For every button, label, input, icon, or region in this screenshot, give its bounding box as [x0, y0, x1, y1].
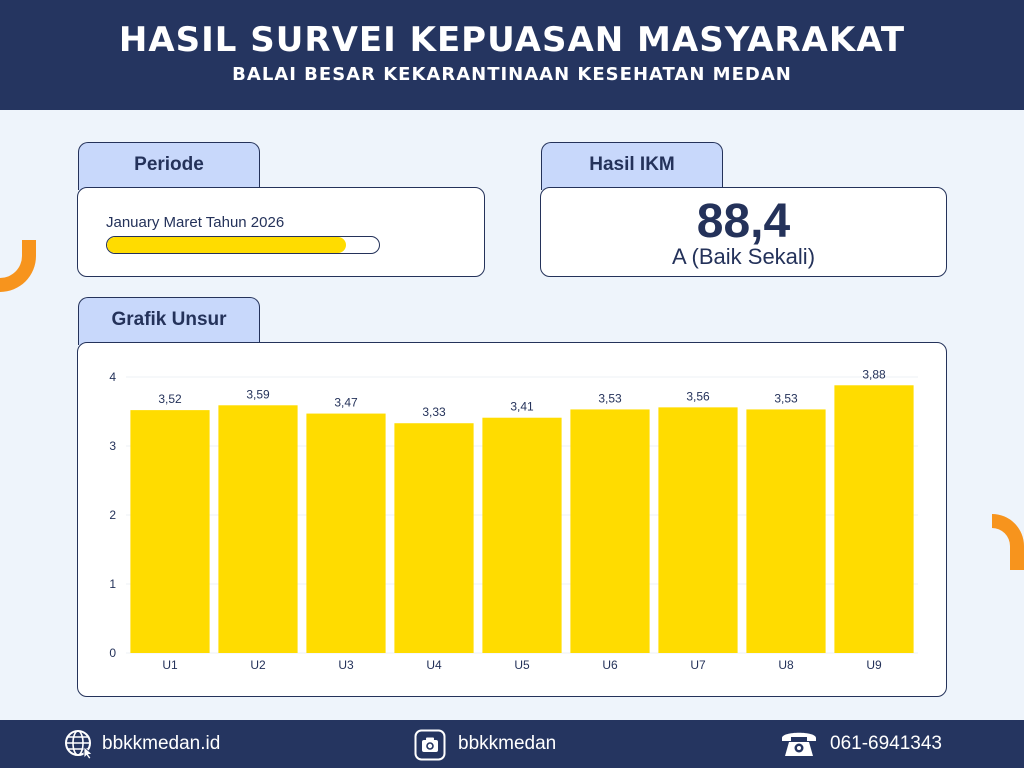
y-tick-label: 0 — [109, 646, 116, 660]
periode-card: January Maret Tahun 2026 — [77, 187, 485, 277]
globe-icon — [65, 730, 93, 759]
bar-chart: 0 1 2 3 4 3,52 U1 3,59 U2 3,47 U3 3,33 U4 3,41 U5 3,53 U… — [109, 367, 918, 672]
ikm-score: 88,4 — [696, 195, 791, 248]
bar-value-label: 3,33 — [422, 405, 446, 419]
bar-value-label: 3,88 — [862, 367, 886, 381]
ikm-grade: A (Baik Sekali) — [671, 244, 816, 269]
telephone-icon — [782, 732, 816, 756]
bar-u5 — [482, 417, 562, 653]
bar-u3 — [306, 413, 386, 653]
y-tick-label: 4 — [109, 370, 116, 384]
instagram-icon — [414, 729, 446, 761]
hasil-ikm-tab: Hasil IKM — [541, 142, 723, 190]
bar-u4 — [394, 423, 474, 653]
x-tick-label: U2 — [250, 658, 266, 672]
bar-u9 — [834, 385, 914, 653]
bar-value-label: 3,41 — [510, 400, 534, 414]
periode-text: January Maret Tahun 2026 — [106, 214, 285, 231]
header-banner: HASIL SURVEI KEPUASAN MASYARAKAT BALAI B… — [0, 0, 1024, 110]
orange-arc-right-decoration — [992, 514, 1024, 570]
y-tick-label: 3 — [109, 439, 116, 453]
periode-tab: Periode — [78, 142, 260, 190]
bar-value-label: 3,52 — [158, 392, 182, 406]
bar-value-label: 3,53 — [774, 391, 798, 405]
x-tick-label: U8 — [778, 658, 794, 672]
x-tick-label: U9 — [866, 658, 882, 672]
instagram-handle[interactable]: bbkkmedan — [458, 733, 557, 754]
hasil-ikm-card: 88,4 A (Baik Sekali) — [540, 187, 947, 277]
footer: bbkkmedan.id bbkkmedan 061-6941343 — [0, 720, 1024, 768]
bar-value-label: 3,47 — [334, 396, 358, 410]
chart-card: 0 1 2 3 4 3,52 U1 3,59 U2 3,47 U3 3,33 U4 3,41 U5 3,53 U… — [77, 342, 947, 697]
x-tick-label: U6 — [602, 658, 618, 672]
periode-progress-fill — [107, 237, 347, 253]
website-link[interactable]: bbkkmedan.id — [102, 733, 221, 754]
orange-arc-left-decoration — [0, 240, 36, 292]
bar-u8 — [746, 409, 826, 653]
x-tick-label: U5 — [514, 658, 530, 672]
phone-number[interactable]: 061-6941343 — [830, 733, 942, 754]
bar-value-label: 3,59 — [246, 387, 270, 401]
bar-u7 — [658, 407, 738, 653]
y-tick-label: 1 — [109, 577, 116, 591]
bar-value-label: 3,53 — [598, 391, 622, 405]
y-tick-label: 2 — [109, 508, 116, 522]
periode-progress-bar — [106, 236, 380, 254]
grafik-unsur-tab: Grafik Unsur — [78, 297, 260, 345]
x-tick-label: U3 — [338, 658, 354, 672]
x-tick-label: U4 — [426, 658, 442, 672]
page-title: HASIL SURVEI KEPUASAN MASYARAKAT — [118, 20, 906, 60]
bar-u2 — [218, 405, 298, 653]
bar-u1 — [130, 410, 210, 653]
bar-value-label: 3,56 — [686, 389, 710, 403]
bar-u6 — [570, 409, 650, 653]
page-subtitle: BALAI BESAR KEKARANTINAAN KESEHATAN MEDA… — [232, 64, 792, 85]
x-tick-label: U7 — [690, 658, 706, 672]
x-tick-label: U1 — [162, 658, 178, 672]
